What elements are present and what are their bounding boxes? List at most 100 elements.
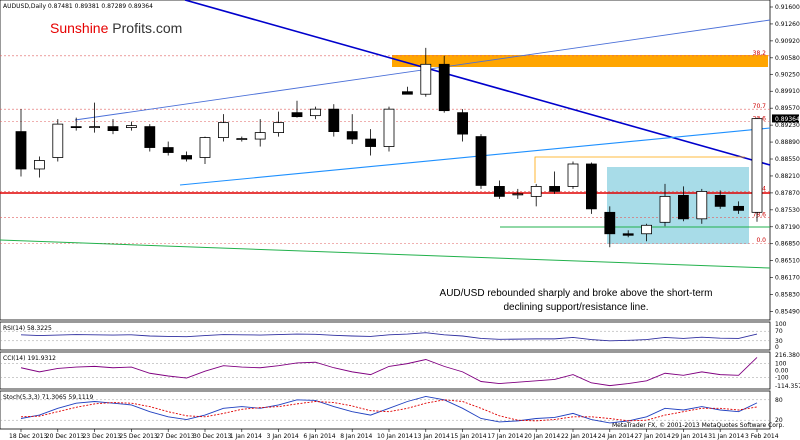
- cci-scale-4: -114.3575: [775, 383, 800, 390]
- current-price-marker: 0.89364: [772, 114, 800, 123]
- date-label-8: 6 Jan 2014: [303, 433, 335, 440]
- date-label-2: 23 Dec 2013: [83, 433, 122, 440]
- candle-body-27: [512, 193, 524, 196]
- cci-line: [20, 357, 758, 387]
- copyright-footer: MetaTrader FX, © 2001-2013 MetaQuotes So…: [612, 422, 784, 429]
- cci-scale-2: 0.00: [775, 368, 789, 375]
- candle-body-3: [70, 126, 82, 129]
- cci-frame: [0, 351, 771, 390]
- cci-label: CCI(14) 191.9312: [3, 355, 56, 362]
- date-label-4: 27 Dec 2013: [156, 433, 195, 440]
- main-plot: [0, 0, 771, 321]
- candle-body-18: [346, 131, 358, 140]
- date-label-11: 13 Jan 2014: [414, 433, 450, 440]
- candle-body-6: [126, 125, 137, 129]
- rsi-label: RSI(14) 58.3225: [3, 325, 52, 332]
- date-label-10: 10 Jan 2014: [377, 433, 413, 440]
- brand-sunshine: Sunshine: [50, 20, 109, 36]
- candles: [15, 47, 763, 248]
- candle-body-40: [751, 118, 763, 213]
- date-label-12: 15 Jan 2014: [451, 433, 487, 440]
- candle-body-16: [309, 108, 321, 117]
- stoch-k-line: [20, 395, 758, 424]
- price-tick-label-8: 0.88890: [775, 139, 800, 146]
- fib-label-4: 78.6: [753, 211, 767, 218]
- cci-panel: CCI(14) 191.9312: [0, 351, 771, 390]
- price-tick-label-6: 0.89570: [775, 105, 800, 112]
- candle-body-28: [530, 186, 542, 197]
- current-price-box: [772, 114, 799, 123]
- current-price-label: 0.89364: [775, 116, 800, 123]
- stoch-label: Stoch(5,3,3) 71.3065 59.1119: [3, 394, 94, 401]
- price-tick-label-17: 0.85830: [775, 292, 800, 299]
- candle-body-20: [383, 108, 395, 147]
- cci-scale-3: -100: [775, 374, 789, 381]
- rsi-panel: RSI(14) 58.3225: [0, 321, 771, 351]
- candle-body-37: [696, 191, 708, 220]
- price-axis: 0.91600 0.91260 0.90920 0.90580 0.90250 0.899…: [770, 4, 800, 316]
- candle-body-13: [254, 132, 266, 140]
- date-label-7: 3 Jan 2014: [267, 433, 299, 440]
- candle-body-36: [678, 194, 689, 220]
- candle-body-15: [291, 112, 303, 118]
- price-tick-label-4: 0.90250: [775, 71, 800, 78]
- candle-body-14: [273, 122, 285, 133]
- candle-body-1: [34, 160, 45, 170]
- rsi-scale-2: 30: [775, 338, 783, 345]
- price-tick-label-3: 0.90580: [775, 55, 800, 62]
- price-tick-label-11: 0.87870: [775, 190, 800, 197]
- date-label-20: 3 Feb 2014: [745, 433, 779, 440]
- rsi-scale-3: 0: [775, 344, 779, 351]
- cci-scale-1: 100: [775, 361, 787, 368]
- candle-body-0: [15, 131, 27, 170]
- candle-body-22: [420, 63, 432, 95]
- date-label-14: 20 Jan 2014: [524, 433, 560, 440]
- date-label-1: 20 Dec 2013: [46, 433, 85, 440]
- stoch-scale-1: 20: [775, 417, 783, 424]
- rsi-line: [20, 332, 758, 342]
- date-label-18: 29 Jan 2014: [671, 433, 707, 440]
- rising-support-line: [179, 127, 771, 186]
- main-plot-frame: [0, 0, 771, 321]
- rsi-frame: [0, 321, 771, 351]
- annotation-line-1: AUD/USD rebounded sharply and broke abov…: [440, 288, 713, 299]
- price-tick-label-10: 0.88210: [775, 173, 800, 180]
- candle-body-39: [733, 205, 744, 211]
- candle-body-8: [162, 147, 174, 153]
- annotation-line-2: declining support/resistance line.: [503, 302, 648, 313]
- date-label-16: 24 Jan 2014: [598, 433, 634, 440]
- candle-body-11: [217, 122, 229, 138]
- trend-lines: [0, 0, 771, 269]
- cci-scale-0: 216.3802: [775, 352, 800, 359]
- price-tick-label-12: 0.87530: [775, 207, 800, 214]
- price-tick-label-13: 0.87190: [775, 224, 800, 231]
- fib-label-1: 70.7: [753, 103, 767, 110]
- price-tick-label-2: 0.90920: [775, 38, 800, 45]
- fib-label-5: 0.0: [756, 237, 766, 244]
- brand-logo: Sunshine Profits.com: [50, 20, 182, 36]
- candle-body-34: [641, 224, 652, 235]
- candle-body-38: [714, 194, 726, 207]
- date-label-19: 31 Jan 2014: [708, 433, 744, 440]
- candle-body-30: [567, 163, 579, 187]
- candle-body-24: [457, 112, 469, 135]
- rsi-scale-0: 100: [775, 321, 787, 328]
- date-label-0: 18 Dec 2013: [9, 433, 48, 440]
- candle-body-35: [659, 195, 671, 223]
- date-label-9: 8 Jan 2014: [340, 433, 372, 440]
- green-support-line-lower: [0, 239, 771, 269]
- price-tick-label-5: 0.89910: [775, 88, 800, 95]
- candle-body-19: [365, 138, 377, 147]
- candle-body-32: [604, 211, 616, 235]
- candle-body-31: [586, 163, 597, 210]
- orange-resistance-zone: [392, 55, 768, 67]
- price-tick-label-7: 0.89230: [775, 122, 800, 129]
- price-tick-label-14: 0.86850: [775, 241, 800, 248]
- price-tick-label-9: 0.88550: [775, 156, 800, 163]
- indicator-lines: [0, 330, 770, 424]
- candle-body-7: [144, 126, 156, 148]
- stoch-d-line: [20, 399, 758, 422]
- price-tick-label-18: 0.85490: [775, 309, 800, 316]
